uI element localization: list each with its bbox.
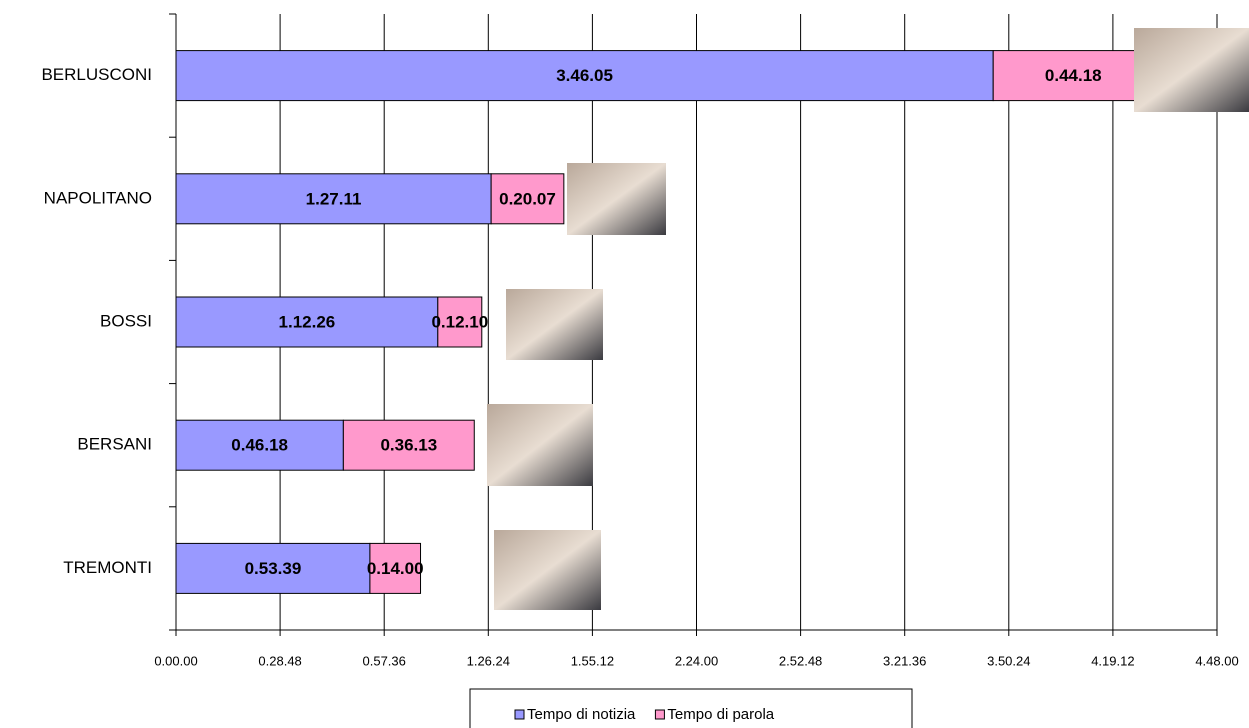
value-label: 0.36.13 (380, 436, 437, 455)
x-tick-label: 1.26.24 (467, 653, 510, 668)
photo (494, 530, 601, 610)
x-tick-label: 4.48.00 (1195, 653, 1238, 668)
value-label: 1.27.11 (306, 189, 362, 208)
photo (506, 289, 603, 360)
x-tick-label: 2.52.48 (779, 653, 822, 668)
x-tick-label: 2.24.00 (675, 653, 718, 668)
legend-swatch (655, 710, 664, 719)
x-tick-label: 0.00.00 (154, 653, 197, 668)
category-label: BERSANI (77, 435, 152, 454)
x-tick-label: 4.19.12 (1091, 653, 1134, 668)
category-label: NAPOLITANO (44, 188, 152, 207)
value-label: 0.46.18 (231, 436, 288, 455)
x-tick-label: 3.21.36 (883, 653, 926, 668)
value-label: 0.20.07 (499, 189, 556, 208)
x-tick-label: 3.50.24 (987, 653, 1030, 668)
value-label: 1.12.26 (279, 312, 336, 331)
x-tick-label: 0.28.48 (258, 653, 301, 668)
page: 0.00.00 0.28.48 0.57.36 1.26.24 1.55.12 2.24.… (0, 0, 1249, 728)
legend-label: Tempo di notizia (527, 706, 636, 723)
category-label: TREMONTI (63, 558, 152, 577)
photos (487, 28, 1249, 610)
value-label: 0.53.39 (245, 559, 302, 578)
x-tick-label: 0.57.36 (363, 653, 406, 668)
value-label: 3.46.05 (556, 66, 613, 85)
value-label: 0.14.00 (367, 559, 424, 578)
legend-label: Tempo di parola (667, 706, 774, 723)
photo (487, 404, 593, 486)
category-label: BERLUSCONI (41, 65, 152, 84)
value-label: 0.12.10 (431, 312, 488, 331)
chart: 0.00.00 0.28.48 0.57.36 1.26.24 1.55.12 2.24.… (0, 0, 1249, 728)
category-label: BOSSI (100, 311, 152, 330)
x-tick-label: 1.55.12 (571, 653, 614, 668)
photo (1134, 28, 1249, 112)
legend-swatch (515, 710, 524, 719)
value-label: 0.44.18 (1045, 66, 1102, 85)
photo (567, 163, 666, 235)
